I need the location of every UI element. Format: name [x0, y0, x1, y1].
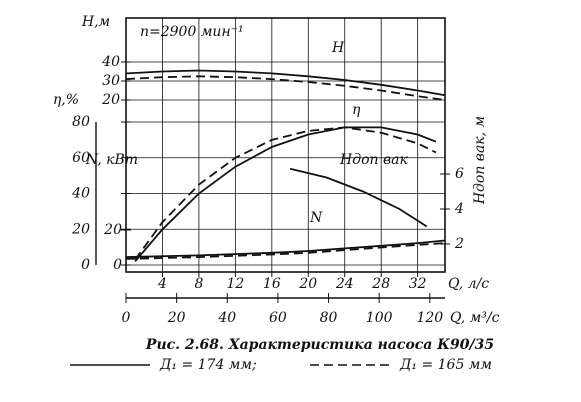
caption: Рис. 2.68. Характеристика насоса К90/35 — [145, 337, 494, 353]
y2-axis-label: Hдоп вак, м — [472, 116, 488, 205]
legend-label: Д₁ = 165 мм — [399, 357, 492, 373]
y-axis-label: H,м — [81, 14, 110, 30]
y-tick-label: 30 — [102, 73, 120, 89]
y3-tick-label: 60 — [72, 150, 90, 166]
x-axis-label: Q, л/с — [448, 276, 489, 292]
x2-tick-label: 0 — [122, 310, 131, 326]
x2-tick-label: 40 — [217, 310, 236, 326]
x2-tick-label: 60 — [269, 310, 287, 326]
y3-tick-label: 0 — [81, 257, 90, 273]
curve-label: η — [352, 102, 361, 118]
x-tick-label: 20 — [298, 276, 317, 292]
y4-axis-label: N, кВт — [85, 152, 138, 168]
speed-note: n=2900 мин⁻¹ — [140, 24, 244, 40]
y-tick-label: 40 — [101, 54, 120, 70]
x-tick-label: 8 — [194, 276, 203, 292]
x2-tick-label: 20 — [167, 310, 186, 326]
curve-label: H — [331, 40, 345, 56]
plot-frame — [125, 17, 446, 273]
curve-label: Hдоп вак — [339, 152, 408, 168]
y3-tick-label: 40 — [71, 186, 90, 202]
y-tick-label: 20 — [101, 92, 120, 108]
x-tick-label: 16 — [263, 276, 281, 292]
curve-label: N — [309, 210, 323, 226]
y4-tick-label: 0 — [113, 257, 122, 273]
y2-tick-label: 6 — [455, 166, 464, 182]
curve — [125, 75, 446, 101]
x-tick-label: 12 — [226, 276, 244, 292]
x-tick-label: 32 — [409, 276, 427, 292]
x2-tick-label: 120 — [416, 310, 443, 326]
x-tick-label: 24 — [335, 276, 354, 292]
curve — [125, 69, 446, 97]
y2-tick-label: 4 — [454, 201, 464, 217]
legend-label: Д₁ = 174 мм; — [159, 357, 257, 373]
y3-tick-label: 20 — [71, 221, 90, 237]
x2-tick-label: 80 — [320, 310, 338, 326]
y3-axis-label: η,% — [53, 92, 79, 108]
x-tick-label: 4 — [157, 276, 167, 292]
y4-tick-label: 20 — [103, 222, 122, 238]
x2-tick-label: 100 — [366, 310, 393, 326]
y2-tick-label: 2 — [454, 236, 464, 252]
curve — [134, 126, 437, 262]
y3-tick-label: 80 — [72, 114, 90, 130]
x-tick-label: 28 — [371, 276, 390, 292]
curve — [289, 167, 428, 228]
curve — [125, 239, 446, 258]
x2-axis-label: Q, м³/с — [450, 310, 500, 326]
curve — [134, 126, 437, 261]
curve — [125, 242, 446, 260]
